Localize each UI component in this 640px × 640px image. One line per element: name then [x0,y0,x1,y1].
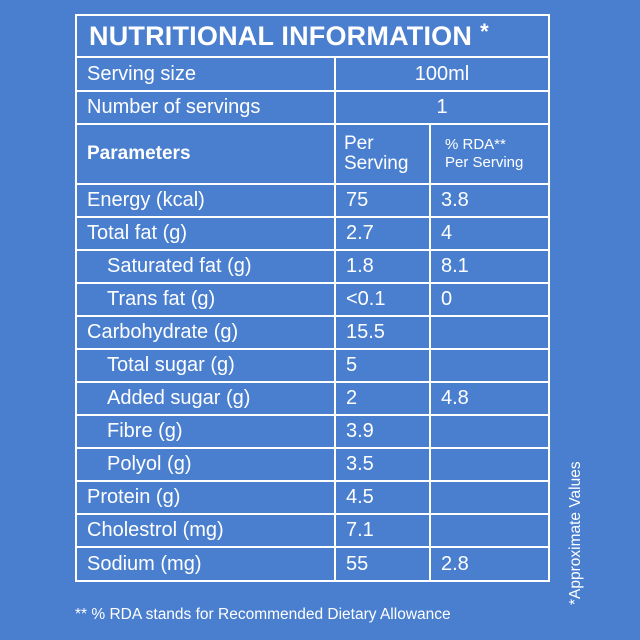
header-parameters: Parameters [77,124,336,185]
row-rda: 4 [430,217,548,251]
row-name: Sodium (mg) [77,547,336,580]
table-row: Protein (g) 4.5 [77,481,548,515]
serving-size-row: Serving size 100ml [77,58,548,92]
servings-row: Number of servings 1 [77,91,548,125]
row-name: Polyol (g) [77,448,336,482]
row-rda [430,415,548,449]
table-row: Added sugar (g) 2 4.8 [77,382,548,416]
table-row: Sodium (mg) 55 2.8 [77,547,548,580]
title-text: NUTRITIONAL INFORMATION [89,20,473,51]
table-row: Total fat (g) 2.7 4 [77,217,548,251]
row-rda [430,316,548,350]
table-row: Fibre (g) 3.9 [77,415,548,449]
row-name: Added sugar (g) [77,382,336,416]
servings-value: 1 [335,91,548,125]
table-row: Cholestrol (mg) 7.1 [77,514,548,548]
row-name: Fibre (g) [77,415,336,449]
row-per-serving: 75 [335,184,431,218]
row-name: Carbohydrate (g) [77,316,336,350]
row-name: Energy (kcal) [77,184,336,218]
row-rda: 3.8 [430,184,548,218]
title-asterisk: * [480,19,489,44]
header-per-serving-line2: Serving [344,153,409,174]
header-rda-line1: % RDA** [445,136,506,153]
table-title: NUTRITIONAL INFORMATION * [77,16,548,58]
row-per-serving: 4.5 [335,481,431,515]
approximate-values-note: *Approximate Values [567,461,584,605]
row-rda: 8.1 [430,250,548,284]
rda-footnote: ** % RDA stands for Recommended Dietary … [75,606,451,623]
row-rda: 2.8 [441,552,469,575]
row-per-serving: 2 [335,382,431,416]
table-row: Carbohydrate (g) 15.5 [77,316,548,350]
table-row: Energy (kcal) 75 3.8 [77,184,548,218]
nutrition-table-panel: NUTRITIONAL INFORMATION * Serving size 1… [75,14,550,582]
table-row: Trans fat (g) <0.1 0 [77,283,548,317]
row-rda: 0 [430,283,548,317]
row-per-serving: 1.8 [335,250,431,284]
header-per-serving: Per Serving [335,124,431,185]
row-name: Saturated fat (g) [77,250,336,284]
header-per-serving-line1: Per [344,133,374,154]
row-per-serving: 55 [335,547,431,580]
row-name: Trans fat (g) [77,283,336,317]
column-header-row: Parameters Per Serving % RDA** Per Servi… [77,124,548,185]
header-rda-line2: Per Serving [445,154,524,171]
row-rda: 4.8 [430,382,548,416]
table-row: Polyol (g) 3.5 [77,448,548,482]
servings-label: Number of servings [77,91,336,125]
row-name: Cholestrol (mg) [77,514,336,548]
header-rda: % RDA** Per Serving [430,124,548,185]
row-name: Total fat (g) [77,217,336,251]
nutrition-table: Serving size 100ml Number of servings 1 … [77,58,548,580]
serving-size-value: 100ml [335,58,548,92]
row-rda [430,514,548,548]
row-per-serving: <0.1 [335,283,431,317]
row-per-serving: 3.9 [335,415,431,449]
row-per-serving: 5 [335,349,431,383]
row-per-serving: 15.5 [335,316,431,350]
serving-size-label: Serving size [77,58,336,92]
table-row: Total sugar (g) 5 [77,349,548,383]
row-per-serving: 3.5 [335,448,431,482]
row-rda [430,481,548,515]
row-per-serving: 7.1 [335,514,431,548]
row-name: Protein (g) [77,481,336,515]
row-name: Total sugar (g) [77,349,336,383]
row-rda [430,448,548,482]
row-rda [430,349,548,383]
row-per-serving: 2.7 [335,217,431,251]
table-row: Saturated fat (g) 1.8 8.1 [77,250,548,284]
